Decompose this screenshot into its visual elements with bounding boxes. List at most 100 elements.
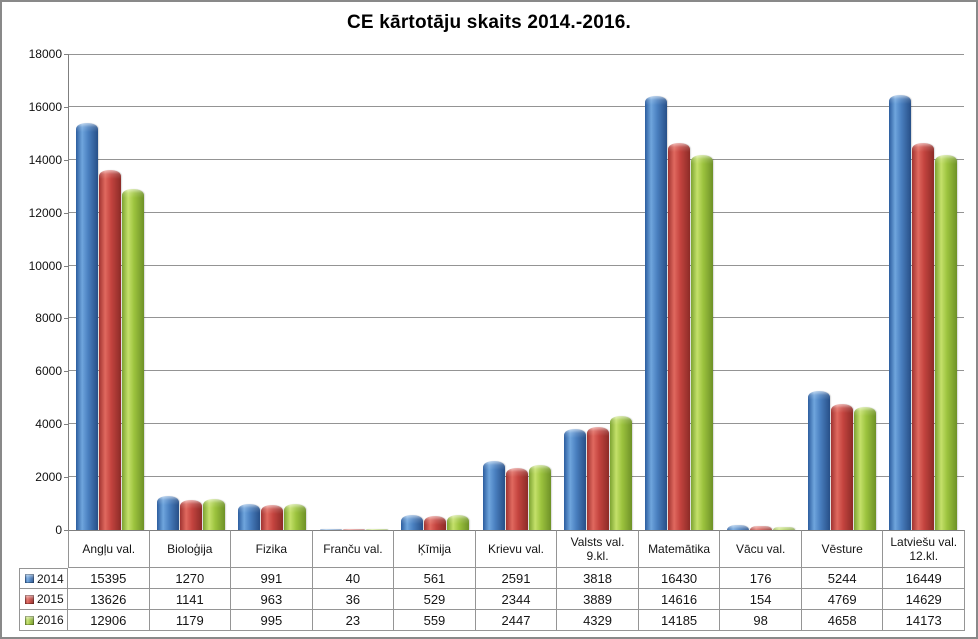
chart-title: CE kārtotāju skaits 2014.-2016. [347,12,631,33]
category-header-cell: Angļu val. [68,530,150,568]
table-corner-spacer [19,530,68,568]
value-cell: 23 [312,610,395,631]
bar-2015 [505,468,528,530]
category-header-cell: Ķīmija [394,530,476,568]
legend-year-label: 2016 [37,613,64,627]
y-tick-mark [64,424,68,426]
gridline [69,370,964,372]
value-cell: 3889 [557,589,639,610]
bar-2015 [912,143,935,530]
bar-2014 [726,525,749,530]
bar-2015 [830,404,853,530]
category-header-cell: Latviešu val. 12.kl. [883,530,965,568]
legend-cell-2016: 2016 [19,610,68,631]
value-cell: 14629 [883,589,965,610]
legend-swatch-2015 [25,594,34,604]
y-tick-label: 0 [55,523,62,537]
bar-2014 [75,123,98,530]
value-cell: 1270 [149,568,232,589]
value-cell: 991 [231,568,313,589]
gridline [69,158,964,160]
bar-2015 [98,170,121,530]
plot-area [68,54,964,531]
y-tick-label: 16000 [28,99,62,114]
value-cell: 16430 [638,568,721,589]
legend-cell-2015: 2015 [19,589,68,610]
gridline [69,423,964,425]
value-cell: 14185 [638,610,721,631]
y-tick-mark [64,371,68,373]
y-tick-label: 12000 [28,205,62,220]
bar-2014 [563,429,586,530]
bar-2015 [424,516,447,530]
y-tick-mark [64,106,68,108]
bar-2014 [319,529,342,530]
value-cell: 561 [394,568,476,589]
bar-2015 [261,505,284,530]
y-tick-mark [64,212,68,214]
value-cell: 1179 [149,610,232,631]
category-header-cell: Matemātika [638,530,721,568]
y-tick-mark [64,54,68,55]
gridline [69,211,964,213]
value-cell: 36 [312,589,395,610]
legend-year-label: 2014 [37,571,64,586]
y-tick-mark [64,530,68,531]
category-header-cell: Franču val. [312,530,395,568]
bar-2015 [180,500,203,530]
value-cell: 176 [720,568,802,589]
category-header-cell: Vācu val. [720,530,802,568]
bar-2016 [853,407,876,530]
bar-2015 [342,529,365,530]
bar-2015 [749,526,772,530]
gridline [69,264,964,266]
bar-2016 [935,155,958,530]
bar-2016 [772,527,795,530]
gridline [69,54,964,55]
y-tick-mark [64,318,68,320]
gridline [69,105,964,107]
y-tick-label: 14000 [28,152,62,167]
value-cell: 2344 [475,589,558,610]
y-tick-label: 2000 [35,470,62,485]
bar-2014 [482,461,505,530]
bar-2016 [203,499,226,530]
category-header-cell: Krievu val. [475,530,558,568]
data-table: Angļu val. Bioloģija Fizika Franču val. Ķīmi… [19,530,965,631]
value-cell: 14616 [638,589,721,610]
value-cell: 4769 [801,589,884,610]
value-cell: 3818 [557,568,639,589]
value-cell: 559 [394,610,476,631]
legend-swatch-2016 [25,615,34,625]
bar-2016 [284,504,307,530]
y-tick-label: 10000 [28,258,62,273]
bar-2015 [586,427,609,530]
legend-year-label: 2015 [37,592,64,606]
value-cell: 529 [394,589,476,610]
value-cell: 995 [231,610,313,631]
legend-swatch-2014 [25,574,34,583]
bar-2016 [447,515,470,530]
value-cell: 963 [231,589,313,610]
y-tick-mark [64,265,68,267]
value-cell: 4658 [801,610,884,631]
bar-2016 [365,529,388,530]
value-cell: 14173 [883,610,965,631]
bar-2014 [238,504,261,530]
bar-2014 [889,95,912,530]
value-cell: 98 [720,610,802,631]
value-cell: 4329 [557,610,639,631]
value-cell: 16449 [883,568,965,589]
category-header-cell: Vēsture [801,530,884,568]
category-header-cell: Fizika [231,530,313,568]
legend-cell-2014: 2014 [19,568,68,589]
value-cell: 154 [720,589,802,610]
y-tick-label: 8000 [35,311,62,326]
bar-2016 [121,189,144,530]
y-tick-label: 6000 [35,364,62,379]
bar-2014 [645,96,668,530]
bar-2014 [807,391,830,530]
bar-2016 [691,155,714,530]
value-cell: 15395 [68,568,150,589]
